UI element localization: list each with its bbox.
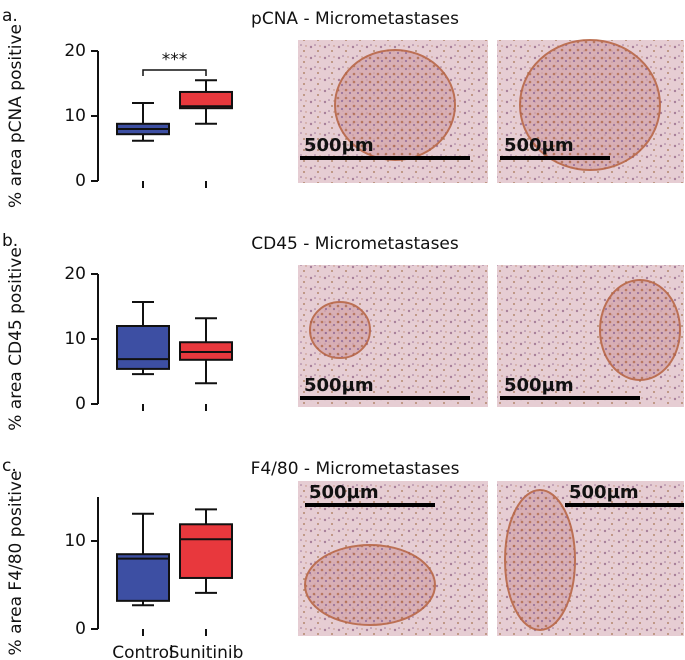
box bbox=[116, 325, 170, 370]
box bbox=[179, 90, 233, 110]
significance-bracket bbox=[142, 69, 207, 76]
scale-bar-label: 500µm bbox=[309, 482, 379, 503]
significance-label: *** bbox=[162, 50, 188, 70]
y-tick-label: 10 bbox=[64, 531, 86, 551]
micrograph-nodule bbox=[519, 39, 661, 171]
panel-label: c. bbox=[2, 456, 17, 476]
micrograph-nodule bbox=[304, 544, 436, 626]
chart-title: pCNA - Micrometastases bbox=[251, 9, 459, 29]
micrograph-nodule bbox=[309, 301, 371, 359]
y-tick-label: 10 bbox=[64, 329, 86, 349]
x-tick-label: Control bbox=[112, 643, 173, 660]
y-tick-label: 10 bbox=[64, 106, 86, 126]
panel-label: a. bbox=[2, 6, 18, 26]
micrograph-nodule bbox=[599, 279, 681, 381]
y-tick-label: 0 bbox=[75, 394, 86, 414]
scale-bar-label: 500µm bbox=[304, 135, 374, 156]
panel-label: b. bbox=[2, 231, 18, 251]
micrograph-nodule bbox=[504, 489, 576, 631]
scale-bar-label: 500µm bbox=[569, 482, 639, 503]
y-tick-label: 20 bbox=[64, 264, 86, 284]
y-axis-label: % area CD45 positive bbox=[6, 247, 26, 431]
box bbox=[116, 553, 170, 602]
y-axis-label: % area pCNA positive bbox=[6, 24, 26, 208]
scale-bar-label: 500µm bbox=[504, 375, 574, 396]
y-axis-label: % area F4/80 positive bbox=[6, 471, 26, 656]
scale-bar-label: 500µm bbox=[304, 375, 374, 396]
y-tick-label: 20 bbox=[64, 41, 86, 61]
chart-title: CD45 - Micrometastases bbox=[251, 234, 459, 254]
chart-title: F4/80 - Micrometastases bbox=[251, 459, 460, 479]
box bbox=[179, 523, 233, 579]
y-tick-label: 0 bbox=[75, 171, 86, 191]
y-tick-label: 0 bbox=[75, 619, 86, 639]
scale-bar-label: 500µm bbox=[504, 135, 574, 156]
x-tick-label: Sunitinib bbox=[169, 643, 244, 660]
